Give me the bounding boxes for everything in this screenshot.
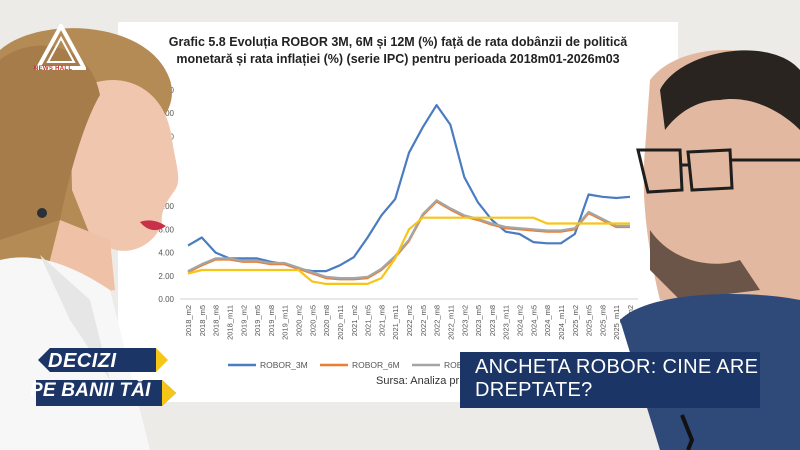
glasses-icon bbox=[636, 148, 800, 194]
presenter-left-lips bbox=[140, 220, 166, 231]
earring-icon bbox=[37, 208, 47, 218]
presenter-right bbox=[620, 50, 800, 450]
microphone-icon bbox=[680, 414, 695, 450]
presenter-right-beard bbox=[650, 230, 760, 300]
x-tick-label: 2018_m5 bbox=[198, 305, 207, 336]
chart-title: Grafic 5.8 Evoluția ROBOR 3M, 6M și 12M … bbox=[118, 34, 678, 68]
x-tick-label: 2023_m8 bbox=[488, 305, 497, 336]
x-tick-label: 2018_m8 bbox=[212, 305, 221, 336]
chart-source: Sursa: Analiza pr bbox=[376, 375, 460, 387]
x-tick-label: 2025_m2 bbox=[571, 305, 580, 336]
show-title-line1: DECIZI bbox=[48, 350, 117, 372]
x-tick-label: 2022_m11 bbox=[446, 305, 455, 340]
show-title-line2: PE BANII TĂI bbox=[30, 380, 151, 401]
x-tick-label: 2022_m2 bbox=[405, 305, 414, 336]
x-tick-label: 2024_m5 bbox=[529, 305, 538, 336]
chart-title-line1: Grafic 5.8 Evoluția ROBOR 3M, 6M și 12M … bbox=[168, 35, 628, 49]
x-tick-label: 2021_m8 bbox=[377, 305, 386, 336]
x-tick-label: 2020_m2 bbox=[295, 305, 304, 336]
series-line bbox=[187, 216, 630, 285]
y-tick-label: 4.00 bbox=[158, 249, 174, 258]
series-line bbox=[187, 103, 631, 273]
headline-text: ANCHETA ROBOR: CINE ARE DREPTATE? bbox=[475, 356, 759, 401]
x-tick-label: 2019_m2 bbox=[239, 305, 248, 336]
x-tick-label: 2022_m5 bbox=[419, 305, 428, 336]
x-tick-label: 2024_m2 bbox=[516, 305, 525, 336]
presenter-right-head bbox=[643, 50, 800, 300]
presenter-right-hair bbox=[660, 50, 800, 130]
chart-title-line2: monetară și rata inflației (%) (serie IP… bbox=[176, 52, 620, 66]
x-tick-label: 2020_m11 bbox=[336, 305, 345, 340]
x-tick-label: 2025_m5 bbox=[585, 305, 594, 336]
x-tick-label: 2019_m5 bbox=[253, 305, 262, 336]
legend-label: ROBOR_6M bbox=[352, 360, 400, 370]
x-tick-label: 2025_m8 bbox=[598, 305, 607, 336]
logo-triangle-icon bbox=[36, 24, 86, 70]
x-tick-label: 2020_m8 bbox=[322, 305, 331, 336]
x-tick-label: 2018_m2 bbox=[184, 305, 193, 336]
legend-label: ROBOR_3M bbox=[260, 360, 308, 370]
presenter-left-hair-front bbox=[0, 45, 100, 240]
x-tick-label: 2023_m5 bbox=[474, 305, 483, 336]
y-tick-label: 0.00 bbox=[158, 295, 174, 304]
x-tick-label: 2025_m11 bbox=[612, 305, 621, 340]
x-tick-label: 2021_m11 bbox=[391, 305, 400, 340]
x-tick-label: 2023_m2 bbox=[460, 305, 469, 336]
x-tick-label: 2022_m8 bbox=[433, 305, 442, 336]
x-tick-label: 2024_m8 bbox=[543, 305, 552, 336]
show-logo-badge bbox=[36, 348, 176, 406]
channel-logo bbox=[36, 24, 86, 70]
x-tick-label: 2018_m11 bbox=[225, 305, 234, 340]
x-tick-label: 2021_m2 bbox=[350, 305, 359, 336]
x-tick-label: 2023_m11 bbox=[502, 305, 511, 340]
y-tick-label: 6.00 bbox=[158, 225, 174, 234]
presenter-left-face bbox=[70, 80, 179, 251]
chart-card: Grafic 5.8 Evoluția ROBOR 3M, 6M și 12M … bbox=[118, 22, 678, 402]
y-tick-label: 8.00 bbox=[158, 202, 174, 211]
x-tick-label: 2019_m8 bbox=[267, 305, 276, 336]
x-tick-label: 2021_m5 bbox=[364, 305, 373, 336]
series-line bbox=[187, 199, 630, 280]
headline-banner bbox=[460, 352, 760, 408]
logo-tagline: NEWS HALL bbox=[34, 66, 73, 72]
y-tick-label: 2.00 bbox=[158, 272, 174, 281]
x-tick-label: 2024_m11 bbox=[557, 305, 566, 340]
x-tick-label: 2019_m11 bbox=[281, 305, 290, 340]
x-tick-label: 2020_m5 bbox=[308, 305, 317, 336]
